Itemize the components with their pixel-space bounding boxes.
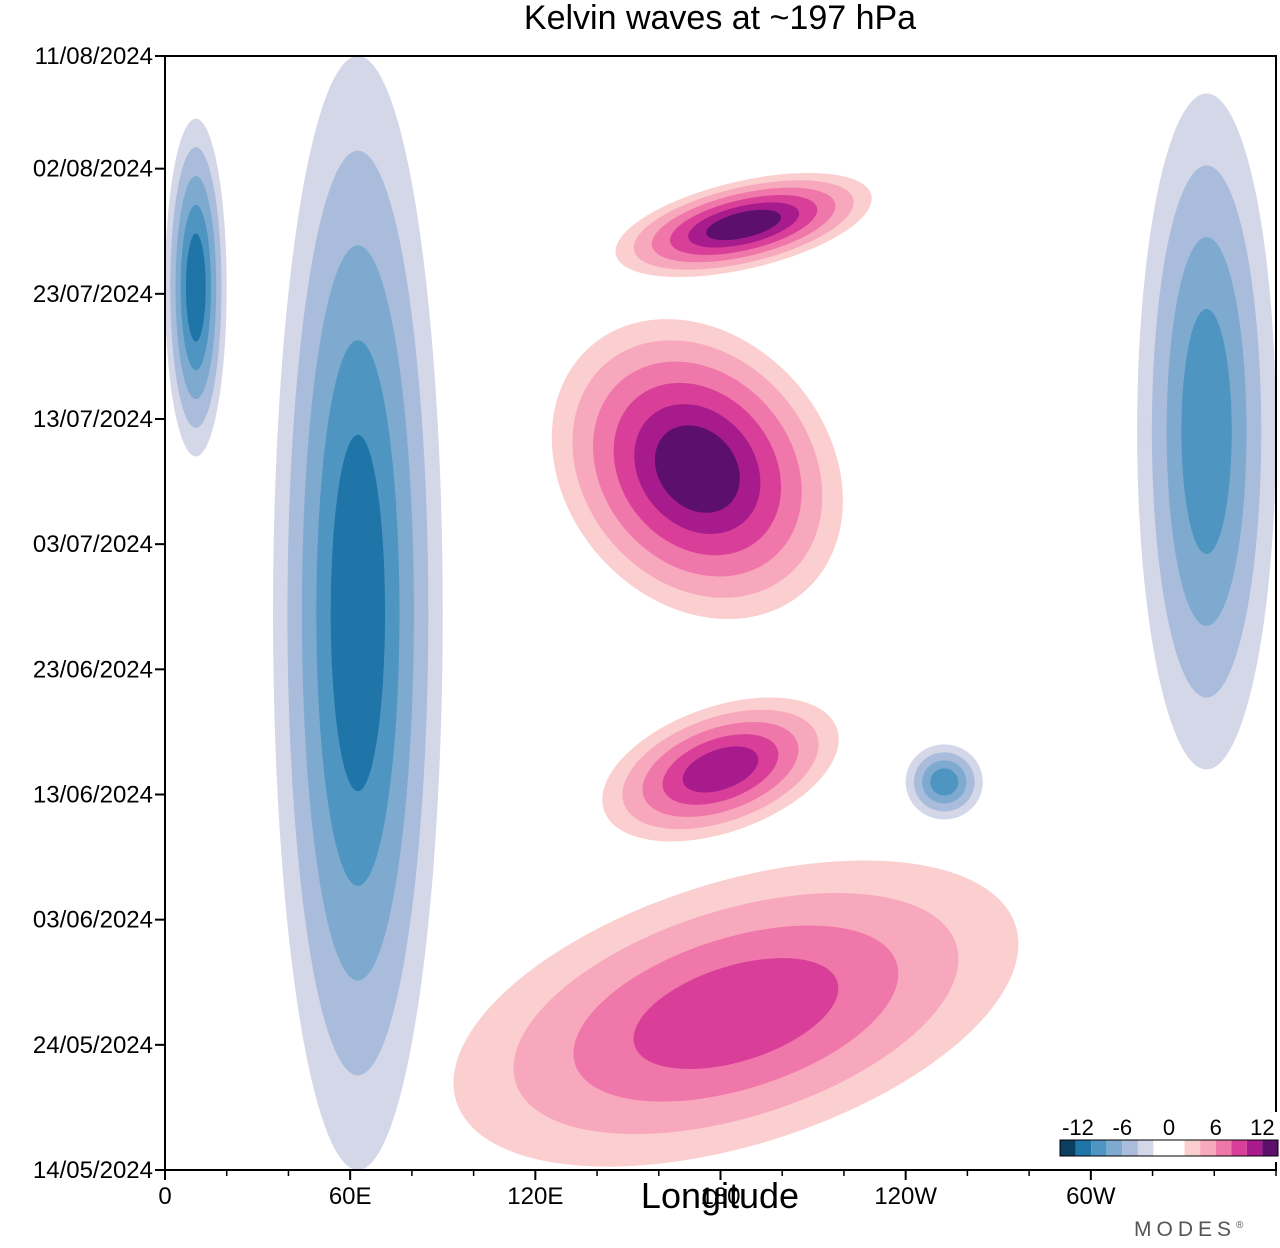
anomaly-negative-3-level-4 bbox=[930, 768, 959, 796]
colorbar-frame bbox=[1059, 1139, 1279, 1157]
y-tick-label-4: 23/06/2024 bbox=[33, 656, 153, 683]
y-tick-label-8: 02/08/2024 bbox=[33, 156, 153, 183]
anomaly-positive-6-level-5 bbox=[682, 746, 759, 793]
y-tick-label-5: 03/07/2024 bbox=[33, 531, 153, 558]
x-axis-label: Longitude bbox=[640, 1175, 800, 1216]
y-tick-label-9: 11/08/2024 bbox=[35, 43, 153, 70]
anomaly-negative-1-level-5 bbox=[185, 233, 206, 342]
y-tick-label-2: 03/06/2024 bbox=[33, 907, 153, 934]
anomaly-positive-4-level-6 bbox=[706, 209, 782, 241]
colorbar-swatch-11 bbox=[1246, 1140, 1263, 1156]
colorbar-swatch-5 bbox=[1137, 1140, 1154, 1156]
anomaly-positive-5-level-6 bbox=[654, 425, 740, 513]
colorbar-swatch-0 bbox=[1060, 1140, 1076, 1156]
anomaly-negative-0-level-5 bbox=[330, 434, 386, 792]
colorbar-swatch-2 bbox=[1091, 1140, 1107, 1156]
x-tick-label-2: 120E bbox=[507, 1183, 563, 1210]
x-tick-label-0: 0 bbox=[158, 1183, 171, 1210]
colorbar-swatch-1 bbox=[1075, 1140, 1092, 1156]
colorbar-tick-label-2: 0 bbox=[1163, 1115, 1175, 1140]
brand-name: MODES bbox=[1134, 1218, 1237, 1241]
x-tick-label-1: 60E bbox=[329, 1183, 372, 1210]
colorbar-tick-label-4: 12 bbox=[1250, 1115, 1274, 1140]
y-tick-label-1: 24/05/2024 bbox=[33, 1032, 153, 1059]
brand-mark: ® bbox=[1236, 1220, 1244, 1231]
colorbar-swatch-9 bbox=[1215, 1140, 1232, 1156]
colorbar-tick-label-3: 6 bbox=[1210, 1115, 1222, 1140]
brand-logo: MODES® bbox=[1134, 1214, 1243, 1242]
chart-title: Kelvin waves at ~197 hPa bbox=[523, 0, 917, 37]
x-tick-label-4: 120W bbox=[874, 1183, 937, 1210]
colorbar-swatch-4 bbox=[1122, 1140, 1138, 1156]
x-tick-label-3: 180 bbox=[700, 1183, 740, 1210]
colorbar-tick-label-1: -6 bbox=[1113, 1115, 1133, 1140]
colorbar-swatch-6 bbox=[1153, 1140, 1185, 1156]
anomaly-negative-2-level-4 bbox=[1181, 308, 1232, 555]
y-tick-label-3: 13/06/2024 bbox=[33, 781, 153, 808]
y-tick-label-0: 14/05/2024 bbox=[33, 1157, 153, 1184]
colorbar-tick-label-0: -12 bbox=[1062, 1115, 1094, 1140]
colorbar-swatch-12 bbox=[1262, 1140, 1278, 1156]
anomaly-positive-7-level-4 bbox=[633, 958, 839, 1070]
colorbar-swatch-7 bbox=[1184, 1140, 1201, 1156]
x-tick-label-5: 60W bbox=[1066, 1183, 1116, 1210]
colorbar-swatch-8 bbox=[1200, 1140, 1216, 1156]
colorbar-swatch-10 bbox=[1231, 1140, 1247, 1156]
y-tick-label-6: 13/07/2024 bbox=[33, 406, 153, 433]
colorbar-swatch-3 bbox=[1106, 1140, 1123, 1156]
y-tick-label-7: 23/07/2024 bbox=[33, 281, 153, 308]
